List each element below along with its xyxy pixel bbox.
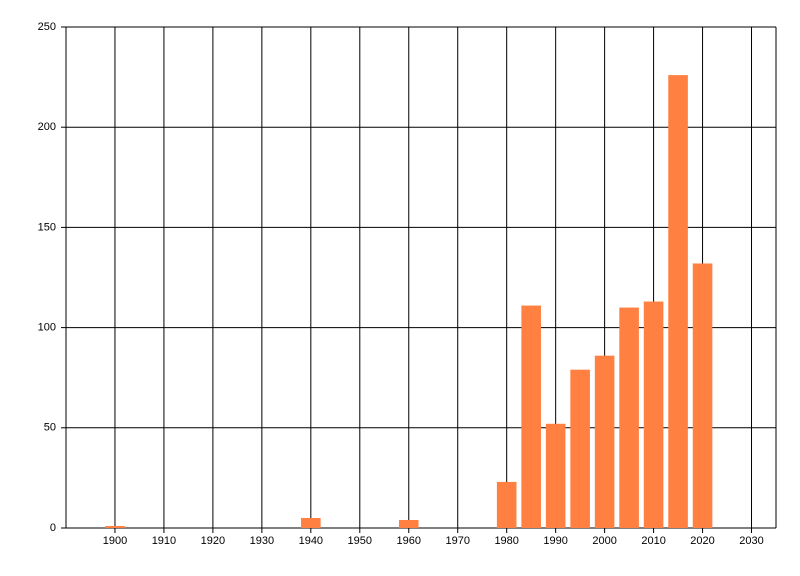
x-tick-label: 1990 (543, 535, 567, 547)
bar (521, 305, 541, 528)
y-tick-label: 150 (38, 221, 56, 233)
bar (619, 307, 639, 528)
bar (643, 301, 664, 528)
bar (594, 355, 615, 528)
y-tick-label: 100 (38, 322, 56, 334)
bar (496, 481, 517, 528)
x-tick-label: 1900 (103, 535, 127, 547)
bar (398, 519, 419, 528)
bar (668, 75, 688, 528)
x-tick-label: 2000 (592, 535, 616, 547)
x-tick-label: 1920 (201, 535, 225, 547)
y-tick-label: 200 (38, 121, 56, 133)
bar (105, 525, 125, 528)
x-tick-label: 2020 (690, 535, 714, 547)
x-tick-label: 2030 (739, 535, 763, 547)
x-tick-label: 1960 (397, 535, 421, 547)
y-tick-label: 250 (38, 21, 56, 33)
y-tick-label: 0 (50, 522, 56, 534)
x-tick-label: 1930 (250, 535, 274, 547)
x-tick-label: 1980 (494, 535, 518, 547)
bar (692, 263, 713, 528)
bar (301, 517, 321, 528)
x-tick-label: 1950 (348, 535, 372, 547)
bar (570, 369, 590, 528)
y-tick-label: 50 (44, 422, 56, 434)
bar (545, 423, 566, 528)
x-tick-label: 1970 (445, 535, 469, 547)
x-tick-label: 2010 (641, 535, 665, 547)
x-tick-label: 1940 (299, 535, 323, 547)
x-tick-label: 1910 (152, 535, 176, 547)
